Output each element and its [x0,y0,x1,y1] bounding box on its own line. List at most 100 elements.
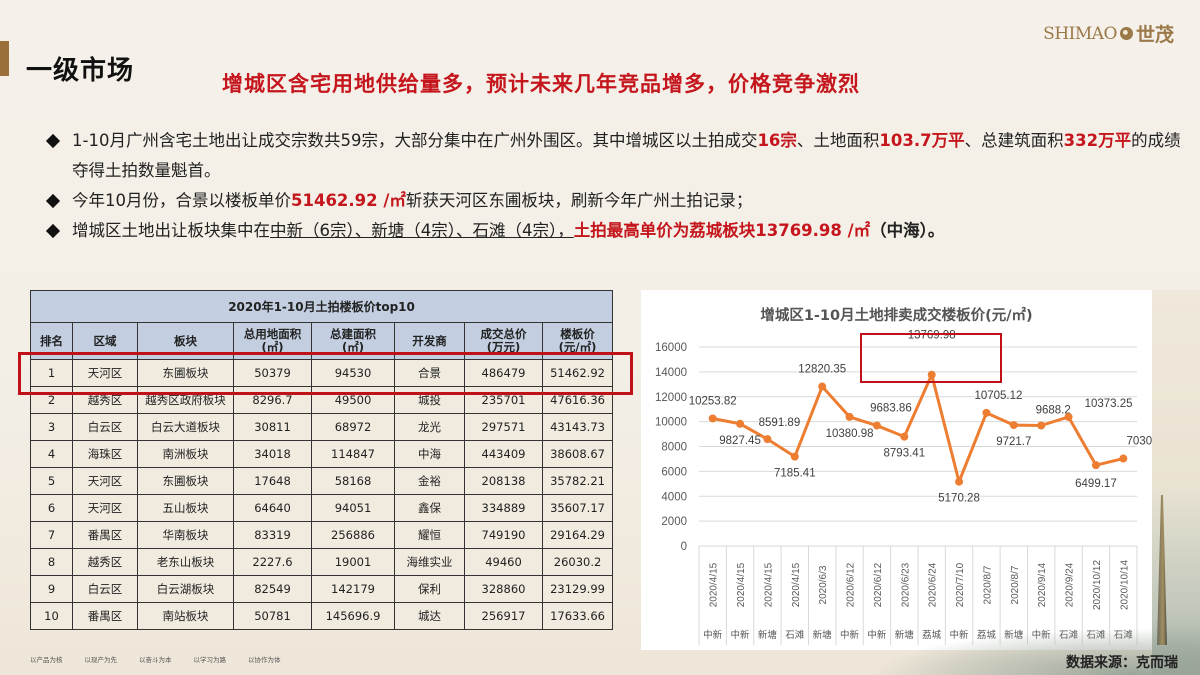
data-label: 10380.98 [826,428,874,440]
data-label: 8793.41 [884,448,926,460]
table-cell: 68972 [311,413,395,441]
data-point [818,382,827,391]
table-cell: 城投 [394,386,465,414]
bullet-text-segment: 今年10月份，合景以楼板单价 [72,191,291,210]
table-cell: 26030.2 [541,548,614,576]
data-point [927,370,936,379]
table-cell: 5 [30,467,73,495]
bullet-text-segment: 103.7万平 [879,131,965,150]
table-cell: 142179 [311,575,395,603]
bullet-text-segment: 51462.92 /㎡ [291,191,406,210]
table-cell: 合景 [394,359,465,387]
y-tick-label: 14000 [655,367,687,379]
table-cell: 龙光 [394,413,465,441]
data-label: 9683.86 [870,403,912,415]
table-cell: 35607.17 [541,494,614,522]
x-tick-area: 新塘 [758,629,778,641]
column-header: 板块 [137,322,234,360]
data-point [708,414,717,423]
table-cell: 东圃板块 [137,467,234,495]
data-label: 9688.2 [1036,405,1071,417]
diamond-bullet-icon [45,193,61,209]
table-cell: 海维实业 [394,548,465,576]
footer-mottos: 以产品为核 以现产为先 以奋斗为本 以学习为路 以协作为体 [30,654,281,664]
table-cell: 南站板块 [137,602,234,630]
x-tick-date: 2020/6/24 [928,562,939,607]
table-row: 3 白云区 白云大道板块 30811 68972 龙光 297571 43143.73 [30,413,614,441]
table-cell: 19001 [311,548,395,576]
bullet-text-segment: 、土地面积 [796,131,880,150]
logo-text-en: SHIMAO [1043,23,1117,44]
table-cell: 7 [30,521,73,549]
table-cell: 29164.29 [541,521,614,549]
x-tick-date: 2020/6/12 [846,562,857,607]
data-label: 10253.82 [689,395,737,407]
table-title: 2020年1-10月土拍楼板价top10 [29,290,614,323]
x-tick-date: 2020/4/15 [791,562,802,607]
table-row: 5 天河区 东圃板块 17648 58168 金裕 208138 35782.21 [30,467,614,495]
table-cell: 83319 [233,521,312,549]
x-tick-area: 中新 [731,629,751,641]
table-cell: 10 [30,602,73,630]
table-row: 4 海珠区 南洲板块 34018 114847 中海 443409 38608.67 [30,440,614,468]
data-label: 6499.17 [1075,478,1117,490]
data-label: 10373.25 [1085,398,1133,410]
table-cell: 越秀区 [72,548,138,576]
x-tick-date: 2020/6/12 [873,562,884,607]
bullet-text-segment: 的成绩夺得土拍数量魁首。 [72,131,1181,180]
table-cell: 94530 [311,359,395,387]
column-header: 区域 [72,322,138,360]
motto: 以产品为核 [30,656,63,664]
bullet-item: 增城区土地出让板块集中在中新（6宗）、新塘（4宗）、石滩（4宗），土拍最高单价为… [45,216,1186,246]
table-cell: 58168 [311,467,395,495]
table-cell: 华南板块 [137,521,234,549]
bullet-text-segment: 1-10月广州含宅土地出让成交宗数共59宗，大部分集中在广州外围区。其中增城区以… [72,131,758,150]
data-label: 9721.7 [996,436,1031,448]
bullet-text-segment: 中新（6宗）、新塘（4宗）、石滩（4宗）， [270,221,574,240]
data-point [736,419,745,428]
y-tick-label: 4000 [661,491,687,503]
table-cell: 17648 [233,467,312,495]
x-tick-area: 石滩 [785,629,805,641]
x-tick-area: 新塘 [813,629,833,641]
bullet-text-segment: 增城区土地出让板块集中在 [72,221,270,240]
bullet-text-segment: 332万平 [1063,131,1132,150]
table-cell: 334889 [464,494,543,522]
motto: 以奋斗为本 [139,656,172,664]
table-cell: 49500 [311,386,395,414]
table-cell: 1 [30,359,73,387]
table-cell: 256917 [464,602,543,630]
diamond-bullet-icon [45,133,61,149]
table-cell: 43143.73 [541,413,614,441]
x-tick-date: 2020/6/23 [900,562,911,607]
table-cell: 2227.6 [233,548,312,576]
table-cell: 94051 [311,494,395,522]
section-title: 一级市场 [26,56,135,86]
data-source: 数据来源：克而瑞 [1066,655,1178,671]
x-tick-area: 中新 [703,629,723,641]
table-cell: 金裕 [394,467,465,495]
table-cell: 白云湖板块 [137,575,234,603]
bullet-text-segment: 、总建筑面积 [964,131,1064,150]
data-label: 12820.35 [798,364,846,376]
shimao-logo: SHIMAO 世茂 [1043,20,1174,47]
data-label: 8591.89 [759,417,801,429]
table-cell: 8 [30,548,73,576]
y-tick-label: 12000 [655,392,687,404]
slide-headline: 增城区含宅用地供给量多，预计未来几年竞品增多，价格竞争激烈 [222,72,860,96]
x-tick-date: 2020/9/14 [1037,562,1048,607]
table-cell: 中海 [394,440,465,468]
table-cell: 749190 [464,521,543,549]
table-cell: 208138 [464,467,543,495]
x-tick-date: 2020/4/15 [763,562,774,607]
chart-title: 增城区1-10月土地排卖成交楼板价(元/㎡) [760,308,1033,324]
motto: 以学习为路 [193,656,227,664]
motto: 以现产为先 [84,656,118,664]
y-tick-label: 16000 [655,342,687,354]
table-cell: 东圃板块 [137,359,234,387]
column-header: 排名 [30,322,73,360]
top10-land-table: 2020年1-10月土拍楼板价top10 排名 区域 板块 总用地面积 (㎡) 总建面积… [29,290,614,630]
y-tick-label: 0 [681,541,687,553]
table-cell: 4 [30,440,73,468]
y-tick-label: 8000 [661,442,687,454]
